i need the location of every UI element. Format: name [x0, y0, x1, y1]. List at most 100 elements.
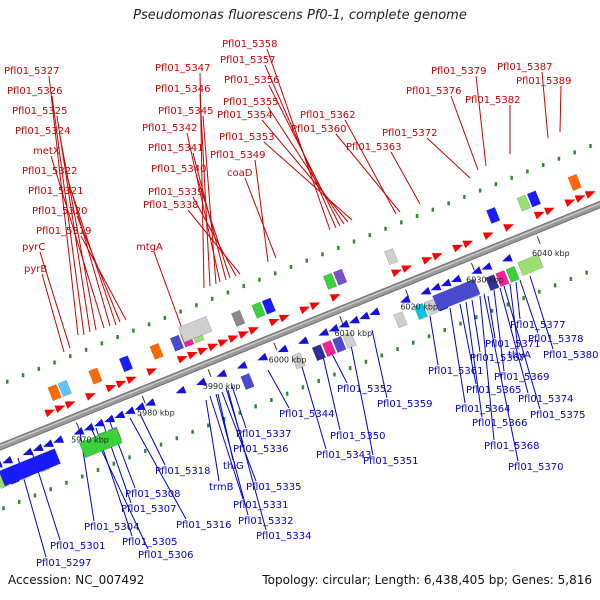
lower-gene-arrow: [502, 253, 513, 262]
tick-mark: [339, 316, 344, 324]
upper-gene-arrow: [482, 232, 494, 240]
leader-line: [129, 417, 187, 520]
lower-strand-dot: [301, 385, 305, 390]
leader-line: [541, 71, 549, 139]
lower-gene-arrow-head: [359, 311, 371, 320]
lower-gene-arrow: [32, 443, 44, 451]
lower-gene-arrow-head: [0, 459, 3, 468]
lower-strand-dot: [443, 327, 447, 332]
upper-gene-block-body: [149, 342, 164, 360]
upper-gene-arrow: [503, 224, 514, 232]
gene-labels: Pfl01_5327 Pfl01_5326 Pfl01_5325 Pfl01_5324…: [4, 39, 599, 569]
upper-strand-dot: [447, 201, 450, 206]
lower-strand-dot: [569, 277, 573, 282]
lower-gene-block: [413, 302, 428, 320]
lower-gene-arrow-head: [124, 406, 136, 414]
leader-line: [199, 93, 211, 287]
upper-gene-arrow-head: [248, 327, 260, 335]
leader-line: [209, 395, 244, 500]
upper-strand-dot: [305, 258, 308, 263]
gene-label: Pfl01_5320: [32, 206, 88, 217]
gene-label: Pfl01_5335: [246, 482, 302, 493]
leader-line: [499, 287, 529, 394]
upper-gene-block-body: [486, 206, 501, 224]
upper-strand-dot: [163, 315, 167, 320]
gene-label: Pfl01_5369: [494, 372, 550, 383]
upper-gene-arrow-head: [207, 343, 219, 352]
leader-line: [344, 119, 397, 215]
lower-gene-arrow: [0, 459, 3, 468]
upper-gene-block: [231, 309, 246, 327]
leader-line: [329, 349, 348, 384]
lower-gene-arrow: [359, 311, 371, 320]
upper-gene-arrow: [329, 294, 341, 302]
position-ticks: 5970 kbp 5980 kbp 5990 kbp 6000 kbp 6010 kbp…: [71, 236, 570, 444]
lower-gene-block-body: [505, 265, 520, 283]
gene-label: Pfl01_5361: [428, 366, 484, 377]
lower-gene-arrow: [175, 385, 187, 394]
lower-strand-dot: [270, 398, 273, 403]
upper-strand-dot: [321, 252, 324, 257]
lower-gene-arrow-head: [134, 402, 146, 410]
lower-gene-arrow-head: [257, 352, 269, 361]
upper-strand-dot: [195, 303, 198, 308]
gene-label: Pfl01_5319: [36, 226, 92, 237]
upper-gene-arrow: [574, 195, 586, 203]
upper-gene-block: [333, 268, 348, 286]
gene-label: Pfl01_5337: [236, 429, 292, 440]
tick-mark: [207, 369, 212, 378]
upper-strand-dot: [100, 341, 104, 346]
lower-strand-dot: [333, 372, 336, 377]
upper-gene-arrow-head: [44, 409, 56, 418]
lower-gene-block: [342, 331, 357, 349]
lower-strand-dot: [380, 353, 383, 358]
lower-gene-arrow-head: [22, 447, 34, 456]
tick-label: 6010 kbp: [334, 329, 372, 338]
gene-label: Pfl01_5368: [484, 441, 540, 452]
lower-gene-arrow-head: [32, 443, 44, 451]
lower-gene-block-body: [485, 274, 500, 292]
gene-label: Pfl01_5351: [363, 456, 419, 467]
leader-line: [51, 95, 85, 336]
lower-gene-block-body: [311, 344, 327, 362]
gene-label: Pfl01_5382: [465, 95, 521, 106]
lower-gene-arrow-head: [369, 307, 381, 315]
gene-label: Pfl01_5346: [155, 84, 211, 95]
lower-gene-arrow: [124, 406, 136, 414]
upper-gene-arrow-head: [125, 376, 137, 385]
upper-gene-cluster: [177, 315, 213, 343]
lower-gene-arrow-head: [94, 418, 105, 427]
lower-strand-dot: [191, 429, 194, 434]
lower-strand-dot: [112, 461, 116, 466]
lower-gene-block-body: [423, 298, 439, 316]
lower-gene-arrow: [22, 447, 34, 456]
upper-gene-block-body: [118, 355, 134, 373]
upper-strand-dot: [415, 214, 419, 219]
upper-gene-arrow: [217, 339, 229, 348]
upper-strand-dot: [289, 264, 293, 269]
leader-line: [515, 281, 521, 320]
leader-line: [299, 359, 327, 450]
lower-gene-arrow: [257, 352, 269, 361]
lower-strand-dot: [317, 378, 320, 383]
leader-line: [227, 389, 267, 531]
lower-gene-cluster-body: [517, 254, 544, 276]
leader-line: [487, 295, 496, 339]
lower-gene-arrow-head: [83, 422, 95, 431]
leader-line: [266, 48, 331, 231]
lower-strand-dot: [144, 448, 147, 453]
lower-gene-arrow: [349, 315, 360, 324]
gene-label: thyA: [508, 350, 531, 361]
upper-gene-arrow: [309, 302, 321, 310]
gene-label: Pfl01_5352: [337, 384, 393, 395]
leader-line: [267, 369, 290, 409]
lower-gene-arrow: [43, 439, 54, 447]
upper-gene-arrow: [85, 393, 96, 401]
leader-line: [192, 196, 237, 277]
upper-strand-dot: [463, 194, 466, 199]
gene-label: Pfl01_5359: [377, 399, 433, 410]
upper-gene-block-body: [516, 194, 531, 212]
gene-label: Pfl01_5358: [222, 39, 278, 50]
gene-label: Pfl01_5336: [233, 444, 289, 455]
lower-gene-block-body: [342, 331, 357, 349]
